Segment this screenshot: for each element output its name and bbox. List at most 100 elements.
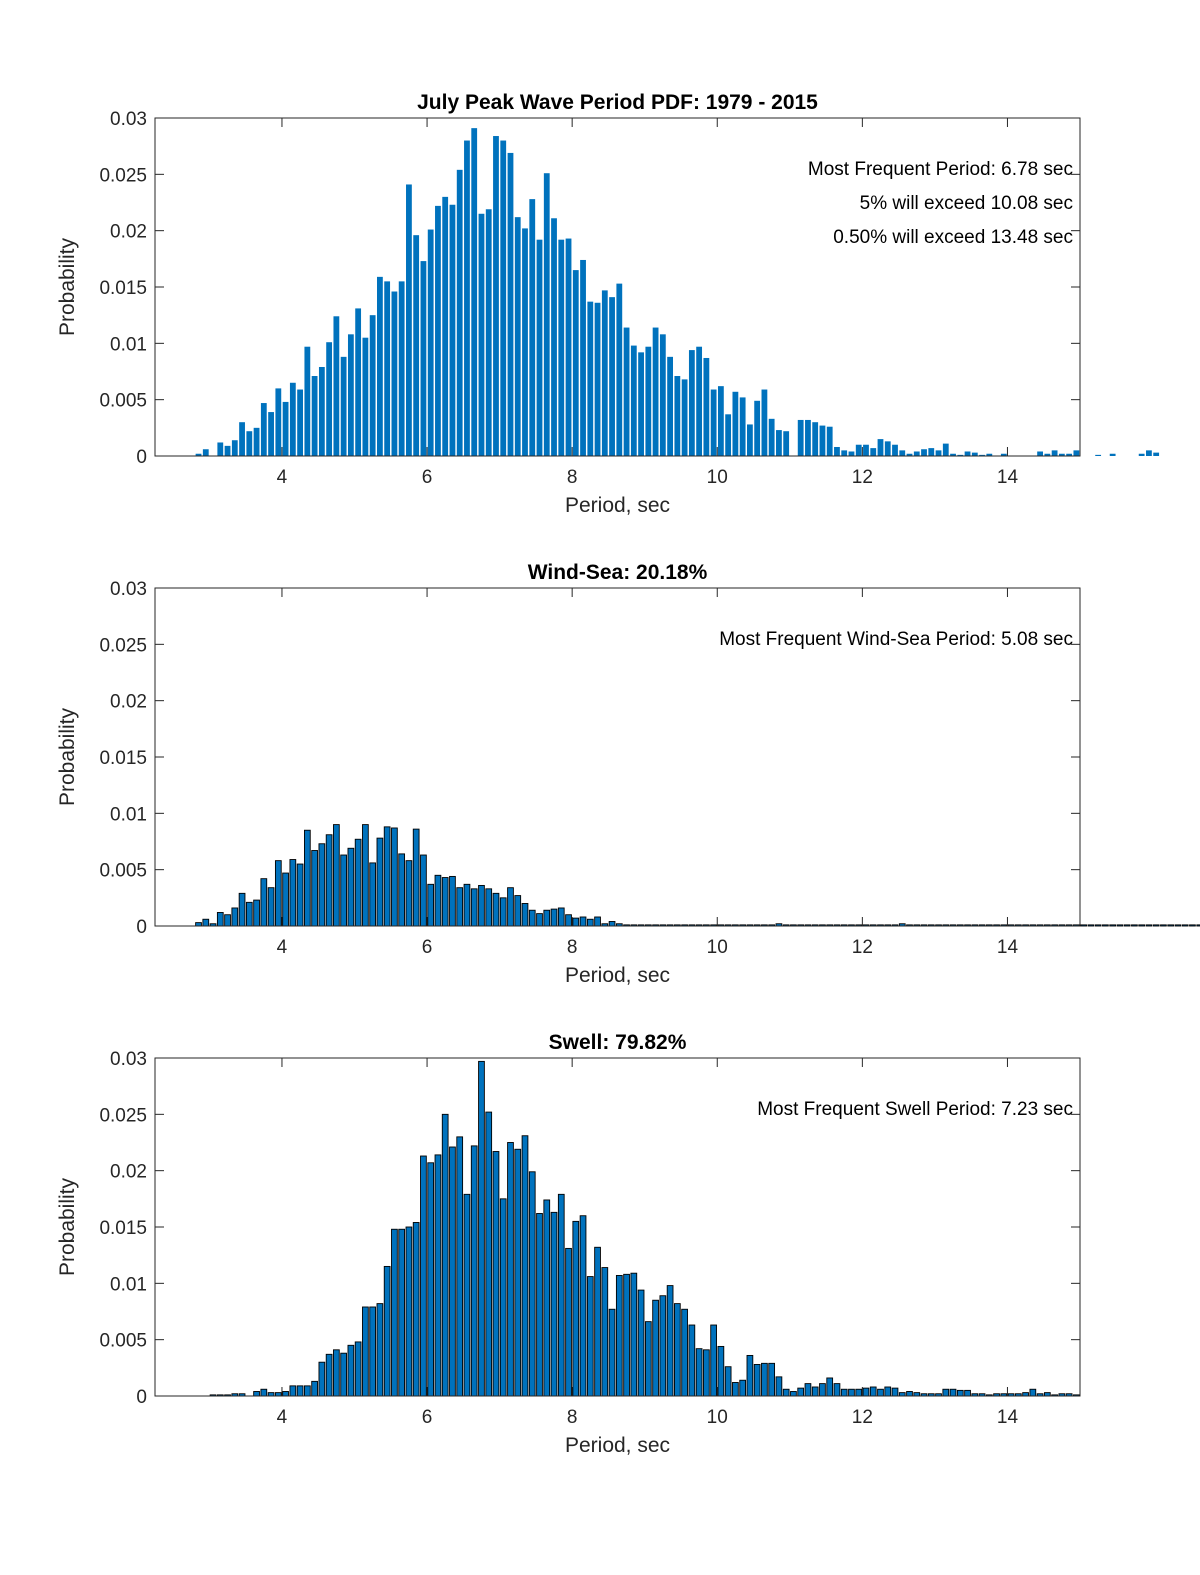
bar <box>1160 924 1167 927</box>
bar <box>282 872 289 927</box>
bar <box>1000 453 1007 456</box>
y-axis-label: Probability <box>56 237 79 336</box>
bar <box>333 316 340 456</box>
chart-panel-3: 4 6 8 10 12 14 0 0.005 0.01 0.015 0.02 0.025 0.03 Swe… <box>56 1031 1081 1457</box>
bar <box>514 1148 522 1397</box>
bar <box>456 169 463 456</box>
bar <box>282 401 289 456</box>
bar <box>594 916 601 927</box>
bar <box>1066 453 1073 456</box>
bar <box>514 895 522 927</box>
bar <box>703 357 710 456</box>
bar <box>289 382 296 456</box>
bar <box>891 1387 899 1397</box>
bar <box>819 425 826 456</box>
bar <box>275 388 282 456</box>
bar <box>383 826 391 927</box>
bar <box>565 1247 572 1397</box>
bar <box>804 1383 812 1397</box>
bar <box>412 1222 420 1397</box>
bar <box>195 922 202 927</box>
y-tick-label: 0.005 <box>99 1331 147 1352</box>
bar <box>536 239 543 456</box>
bar-series <box>195 128 1160 456</box>
bar <box>420 854 427 927</box>
bar <box>318 1361 326 1397</box>
bar <box>253 427 260 456</box>
bar <box>572 917 580 927</box>
bar <box>297 389 303 456</box>
bar <box>840 1388 848 1397</box>
bar <box>492 1151 500 1397</box>
bar <box>957 454 964 456</box>
bar <box>449 204 456 456</box>
bar <box>623 327 630 456</box>
bar <box>586 918 594 927</box>
x-tick-label: 8 <box>567 467 578 488</box>
bar <box>608 1308 616 1397</box>
bar <box>464 140 470 456</box>
y-tick-label: 0.025 <box>99 635 147 656</box>
bar <box>848 451 855 456</box>
bar <box>594 1246 601 1397</box>
x-tick-label: 6 <box>422 937 433 958</box>
bar <box>449 875 456 927</box>
y-tick-label: 0.015 <box>99 1218 147 1239</box>
bar <box>507 1142 514 1397</box>
bar <box>543 1199 551 1397</box>
bar <box>347 1344 355 1397</box>
y-tick-label: 0.015 <box>99 748 147 769</box>
bar <box>282 1391 289 1397</box>
bar <box>224 445 231 456</box>
bar <box>805 419 811 456</box>
y-axis-label: Probability <box>56 707 79 806</box>
x-tick-label: 10 <box>707 937 728 958</box>
bar <box>710 389 717 456</box>
bar <box>528 909 536 927</box>
bar <box>311 1380 318 1397</box>
bar <box>797 1387 805 1397</box>
bar <box>659 1295 667 1397</box>
bar <box>811 1386 819 1397</box>
bar <box>869 1386 877 1397</box>
bar <box>826 426 833 456</box>
chart-panel-2: 4 6 8 10 12 14 0 0.005 0.01 0.015 0.02 0.025 0.03 Win… <box>56 561 1200 987</box>
bar <box>594 302 601 456</box>
bar <box>216 912 224 927</box>
bar <box>688 350 695 456</box>
bar <box>565 914 572 927</box>
annotation-text: Most Frequent Wind-Sea Period: 5.08 sec <box>719 629 1073 650</box>
y-tick-label: 0 <box>136 1387 147 1408</box>
bar <box>732 1382 739 1397</box>
bar <box>195 453 202 456</box>
bar <box>325 834 333 927</box>
bar <box>637 1289 645 1397</box>
bar <box>1167 924 1175 927</box>
bar <box>391 827 398 927</box>
bar <box>1102 924 1109 927</box>
bar <box>507 887 514 927</box>
bar <box>493 136 499 456</box>
bar <box>739 397 746 456</box>
bar <box>1181 924 1189 927</box>
bar <box>586 1276 594 1397</box>
bar <box>1037 451 1043 456</box>
y-tick-label: 0.025 <box>99 1105 147 1126</box>
bar <box>231 440 238 456</box>
bar <box>354 838 362 927</box>
bar <box>1189 924 1196 927</box>
bar <box>355 308 362 456</box>
y-tick-label: 0 <box>136 917 147 938</box>
bar <box>550 1211 558 1397</box>
bar <box>979 454 985 456</box>
bar <box>202 918 210 927</box>
bar <box>231 907 239 927</box>
bar <box>674 376 681 456</box>
y-tick-label: 0.005 <box>99 861 147 882</box>
bar <box>304 346 311 456</box>
bar <box>376 1303 384 1397</box>
x-tick-label: 14 <box>997 467 1019 488</box>
bar <box>362 1306 369 1397</box>
bar <box>1109 924 1117 927</box>
bar <box>217 442 224 456</box>
